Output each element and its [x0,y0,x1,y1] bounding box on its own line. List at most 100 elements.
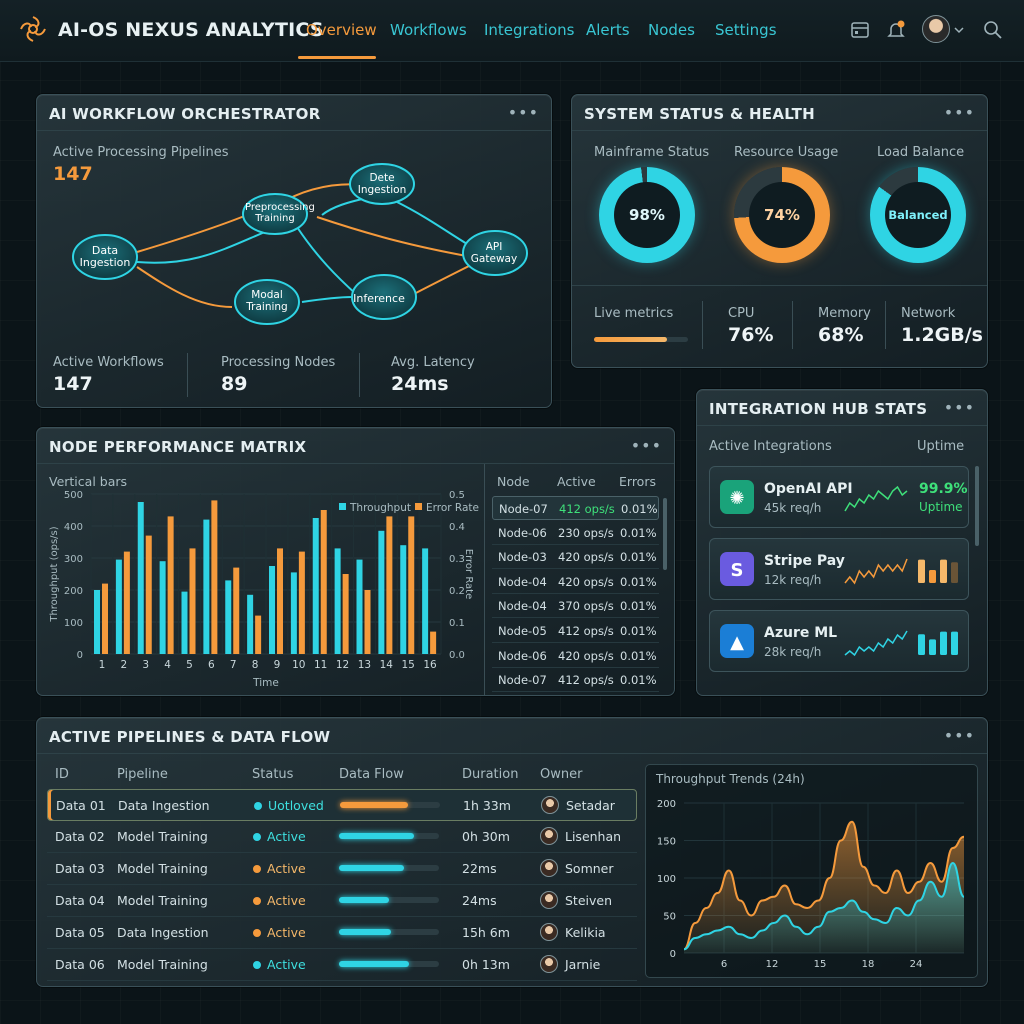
app-title: AI-OS NEXUS ANALYTICS [58,19,324,41]
pipeline-owner: Kelikia [565,925,606,940]
chevron-down-icon[interactable] [953,20,965,40]
throughput-bar [181,591,188,654]
x-tick-label: 1 [99,659,106,671]
integration-card[interactable]: ▲ Azure ML 28k req/h [709,610,969,672]
table-header: Owner [540,767,583,782]
svg-text:✺: ✺ [729,488,744,509]
y-tick-label: 200 [64,586,83,597]
user-avatar[interactable] [922,15,950,43]
pipelines-title: ACTIVE PIPELINES & DATA FLOW [49,728,331,746]
node-active: 420 ops/s [558,574,614,589]
table-row[interactable]: Node-06 230 ops/s 0.01% [492,521,659,545]
throughput-trends-chart: Throughput Trends (24h) 0 50 100 150 200 6 12 1… [645,764,978,978]
integration-hub-panel: INTEGRATION HUB STATS ••• Active Integra… [696,389,988,696]
node-active: 412 ops/s [558,673,614,688]
table-row[interactable]: Data 04 Model Training Active 24ms Steiven [47,885,637,917]
uptime-value: 99.9% [919,481,968,497]
error-rate-bar [255,615,262,654]
table-row[interactable]: Data 02 Model Training Active 0h 30m Lisenha… [47,821,637,853]
mini-bar [918,634,925,655]
nav-nodes[interactable]: Nodes [648,21,695,39]
table-row[interactable]: Node-04 370 ops/s 0.01% [492,594,659,619]
owner-avatar [540,827,558,845]
more-options-icon[interactable]: ••• [507,103,539,122]
error-rate-bar [408,516,415,654]
owner-avatar [540,923,558,941]
y-tick-label: 0 [77,650,83,661]
mainframe-gauge: 98% [599,167,695,263]
table-row[interactable]: Node-03 420 ops/s 0.01% [492,545,659,570]
pipeline-duration: 15h 6m [462,925,510,940]
calendar-icon[interactable] [850,20,870,40]
system-status-title: SYSTEM STATUS & HEALTH [584,105,816,123]
scrollbar[interactable] [975,466,979,546]
scrollbar[interactable] [663,498,667,570]
more-options-icon[interactable]: ••• [943,726,975,745]
system-status-panel: SYSTEM STATUS & HEALTH ••• Mainframe Sta… [571,94,988,368]
nav-settings[interactable]: Settings [715,21,777,39]
node-active: 412 ops/s [559,502,615,516]
legend-label: Error Rate [426,502,479,514]
nav-workflows[interactable]: Workflows [390,21,467,39]
metric-label: Network [901,306,956,321]
x-tick-label: 6 [208,659,215,671]
y-tick-label: 500 [64,490,83,501]
pipeline-owner: Steiven [565,893,613,908]
x-tick-label: 8 [252,659,259,671]
more-options-icon[interactable]: ••• [943,103,975,122]
table-row[interactable]: Data 03 Model Training Active 22ms Somner [47,853,637,885]
pipelines-value: 147 [53,163,93,185]
sparkline-path [844,485,908,512]
throughput-bar [203,519,210,654]
table-row[interactable]: Data 06 Model Training Active 0h 13m Jarnie [47,949,637,981]
table-header: Pipeline [117,767,168,782]
x-tick-label: 15 [402,659,415,671]
search-icon[interactable] [983,20,1003,40]
bell-icon[interactable] [886,20,906,40]
orchestrator-title: AI WORKFLOW ORCHESTRATOR [49,105,321,123]
more-options-icon[interactable]: ••• [630,436,662,455]
table-row[interactable]: Node-06 420 ops/s 0.01% [492,644,659,668]
stripe-icon: S [720,552,754,586]
pipeline-name: Model Training [117,893,208,908]
top-bar: AI-OS NEXUS ANALYTICS Overview Workflows… [0,0,1024,62]
table-row[interactable]: Data 05 Data Ingestion Active 15h 6m Kelikia [47,917,637,949]
y-tick-label: 400 [64,522,83,533]
table-row[interactable]: Data 01 Data Ingestion Uotloved 1h 33m Setad… [47,789,637,821]
x-tick-label: 14 [380,659,394,671]
node-label: Dete Ingestion [357,172,407,196]
pipeline-status: Active [267,861,306,876]
table-row[interactable]: Node-07 412 ops/s 0.01% [492,496,659,520]
logo-icon [20,16,46,42]
x-tick-label: 2 [120,659,127,671]
integration-card[interactable]: S Stripe Pay 12k req/h [709,538,969,600]
more-options-icon[interactable]: ••• [943,398,975,417]
nav-integrations[interactable]: Integrations [484,21,575,39]
y-tick-label: 100 [657,874,676,885]
node-perf-title: NODE PERFORMANCE MATRIX [49,438,307,456]
y-axis-label: Throughput (ops/s) [49,526,60,622]
table-row[interactable]: Node-05 412 ops/s 0.01% [492,619,659,643]
table-header: Data Flow [339,767,404,782]
x-tick-label: 13 [358,659,371,671]
mini-bar [940,631,947,655]
integration-card[interactable]: ✺ OpenAI API 45k req/h 99.9% Uptime [709,466,969,528]
throughput-bar [334,548,341,654]
throughput-bar [400,545,407,654]
data-flow-fill [339,961,409,967]
table-row[interactable]: Node-07 412 ops/s 0.01% [492,668,659,693]
status-dot [253,929,261,937]
pipeline-name: Data Ingestion [118,798,210,813]
y-tick-label: 200 [657,799,676,810]
x-tick-label: 12 [766,959,779,970]
x-tick-label: 9 [274,659,281,671]
node-inference [351,274,417,320]
throughput-bar [94,590,100,654]
metric-value: 1.2GB/s [901,324,983,346]
table-row[interactable]: Node-04 420 ops/s 0.01% [492,570,659,594]
nav-overview[interactable]: Overview [306,21,377,39]
data-flow-bar [339,897,439,903]
node-modal-training [234,279,300,325]
nav-alerts[interactable]: Alerts [586,21,630,39]
